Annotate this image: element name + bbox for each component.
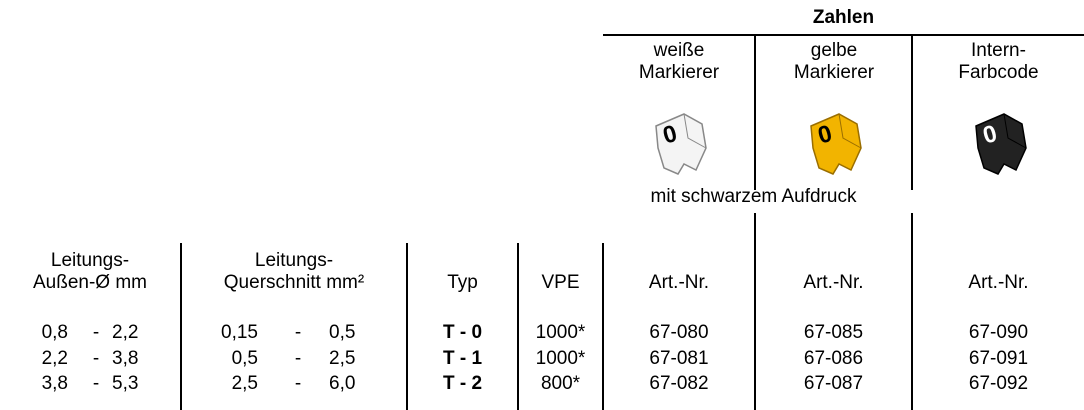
marker-icon: 0 (799, 108, 869, 178)
article-number: 67-087 (756, 373, 911, 395)
column-header: Art.-Nr. (604, 272, 754, 294)
marker-icon: 0 (644, 108, 714, 178)
range-from: 0,15 (182, 322, 258, 344)
column-header: Leitungs- Außen-Ø mm (0, 250, 180, 294)
article-number: 67-080 (604, 322, 754, 344)
range-to: 3,8 (112, 348, 138, 370)
column-header: Leitungs- Querschnitt mm² (182, 250, 406, 294)
range-to: 6,0 (329, 373, 355, 395)
range-separator: - (86, 322, 106, 344)
article-number: 67-090 (913, 322, 1084, 344)
article-number: 67-085 (756, 322, 911, 344)
range-to: 5,3 (112, 373, 138, 395)
marker-icon: 0 (964, 108, 1034, 178)
article-number: 67-091 (913, 348, 1084, 370)
range-separator: - (86, 348, 106, 370)
range-from: 2,2 (0, 348, 68, 370)
article-number: 67-092 (913, 373, 1084, 395)
product-table: Zahlen mit schwarzem Aufdruck weiße Mark… (0, 0, 1084, 410)
column-header: VPE (519, 272, 602, 294)
column-header: Typ (408, 272, 517, 294)
type: T - 0 (408, 322, 517, 344)
column-header: Art.-Nr. (756, 272, 911, 294)
range-separator: - (288, 348, 308, 370)
range-to: 2,2 (112, 322, 138, 344)
article-number: 67-082 (604, 373, 754, 395)
marker-column-header: gelbe Markierer (756, 40, 912, 84)
range-from: 0,5 (182, 348, 258, 370)
range-from: 2,5 (182, 373, 258, 395)
type: T - 2 (408, 373, 517, 395)
range-to: 2,5 (329, 348, 355, 370)
marker-column-header: weiße Markierer (603, 40, 755, 84)
vpe: 1000* (519, 322, 602, 344)
article-number: 67-081 (604, 348, 754, 370)
range-separator: - (288, 373, 308, 395)
range-to: 0,5 (329, 322, 355, 344)
range-separator: - (288, 322, 308, 344)
group-title: Zahlen (603, 7, 1084, 29)
vpe: 800* (519, 373, 602, 395)
range-separator: - (86, 373, 106, 395)
group-rule (603, 34, 1084, 36)
range-from: 0,8 (0, 322, 68, 344)
column-header: Art.-Nr. (913, 272, 1084, 294)
marker-column-header: Intern- Farbcode (913, 40, 1084, 84)
vpe: 1000* (519, 348, 602, 370)
type: T - 1 (408, 348, 517, 370)
article-number: 67-086 (756, 348, 911, 370)
range-from: 3,8 (0, 373, 68, 395)
